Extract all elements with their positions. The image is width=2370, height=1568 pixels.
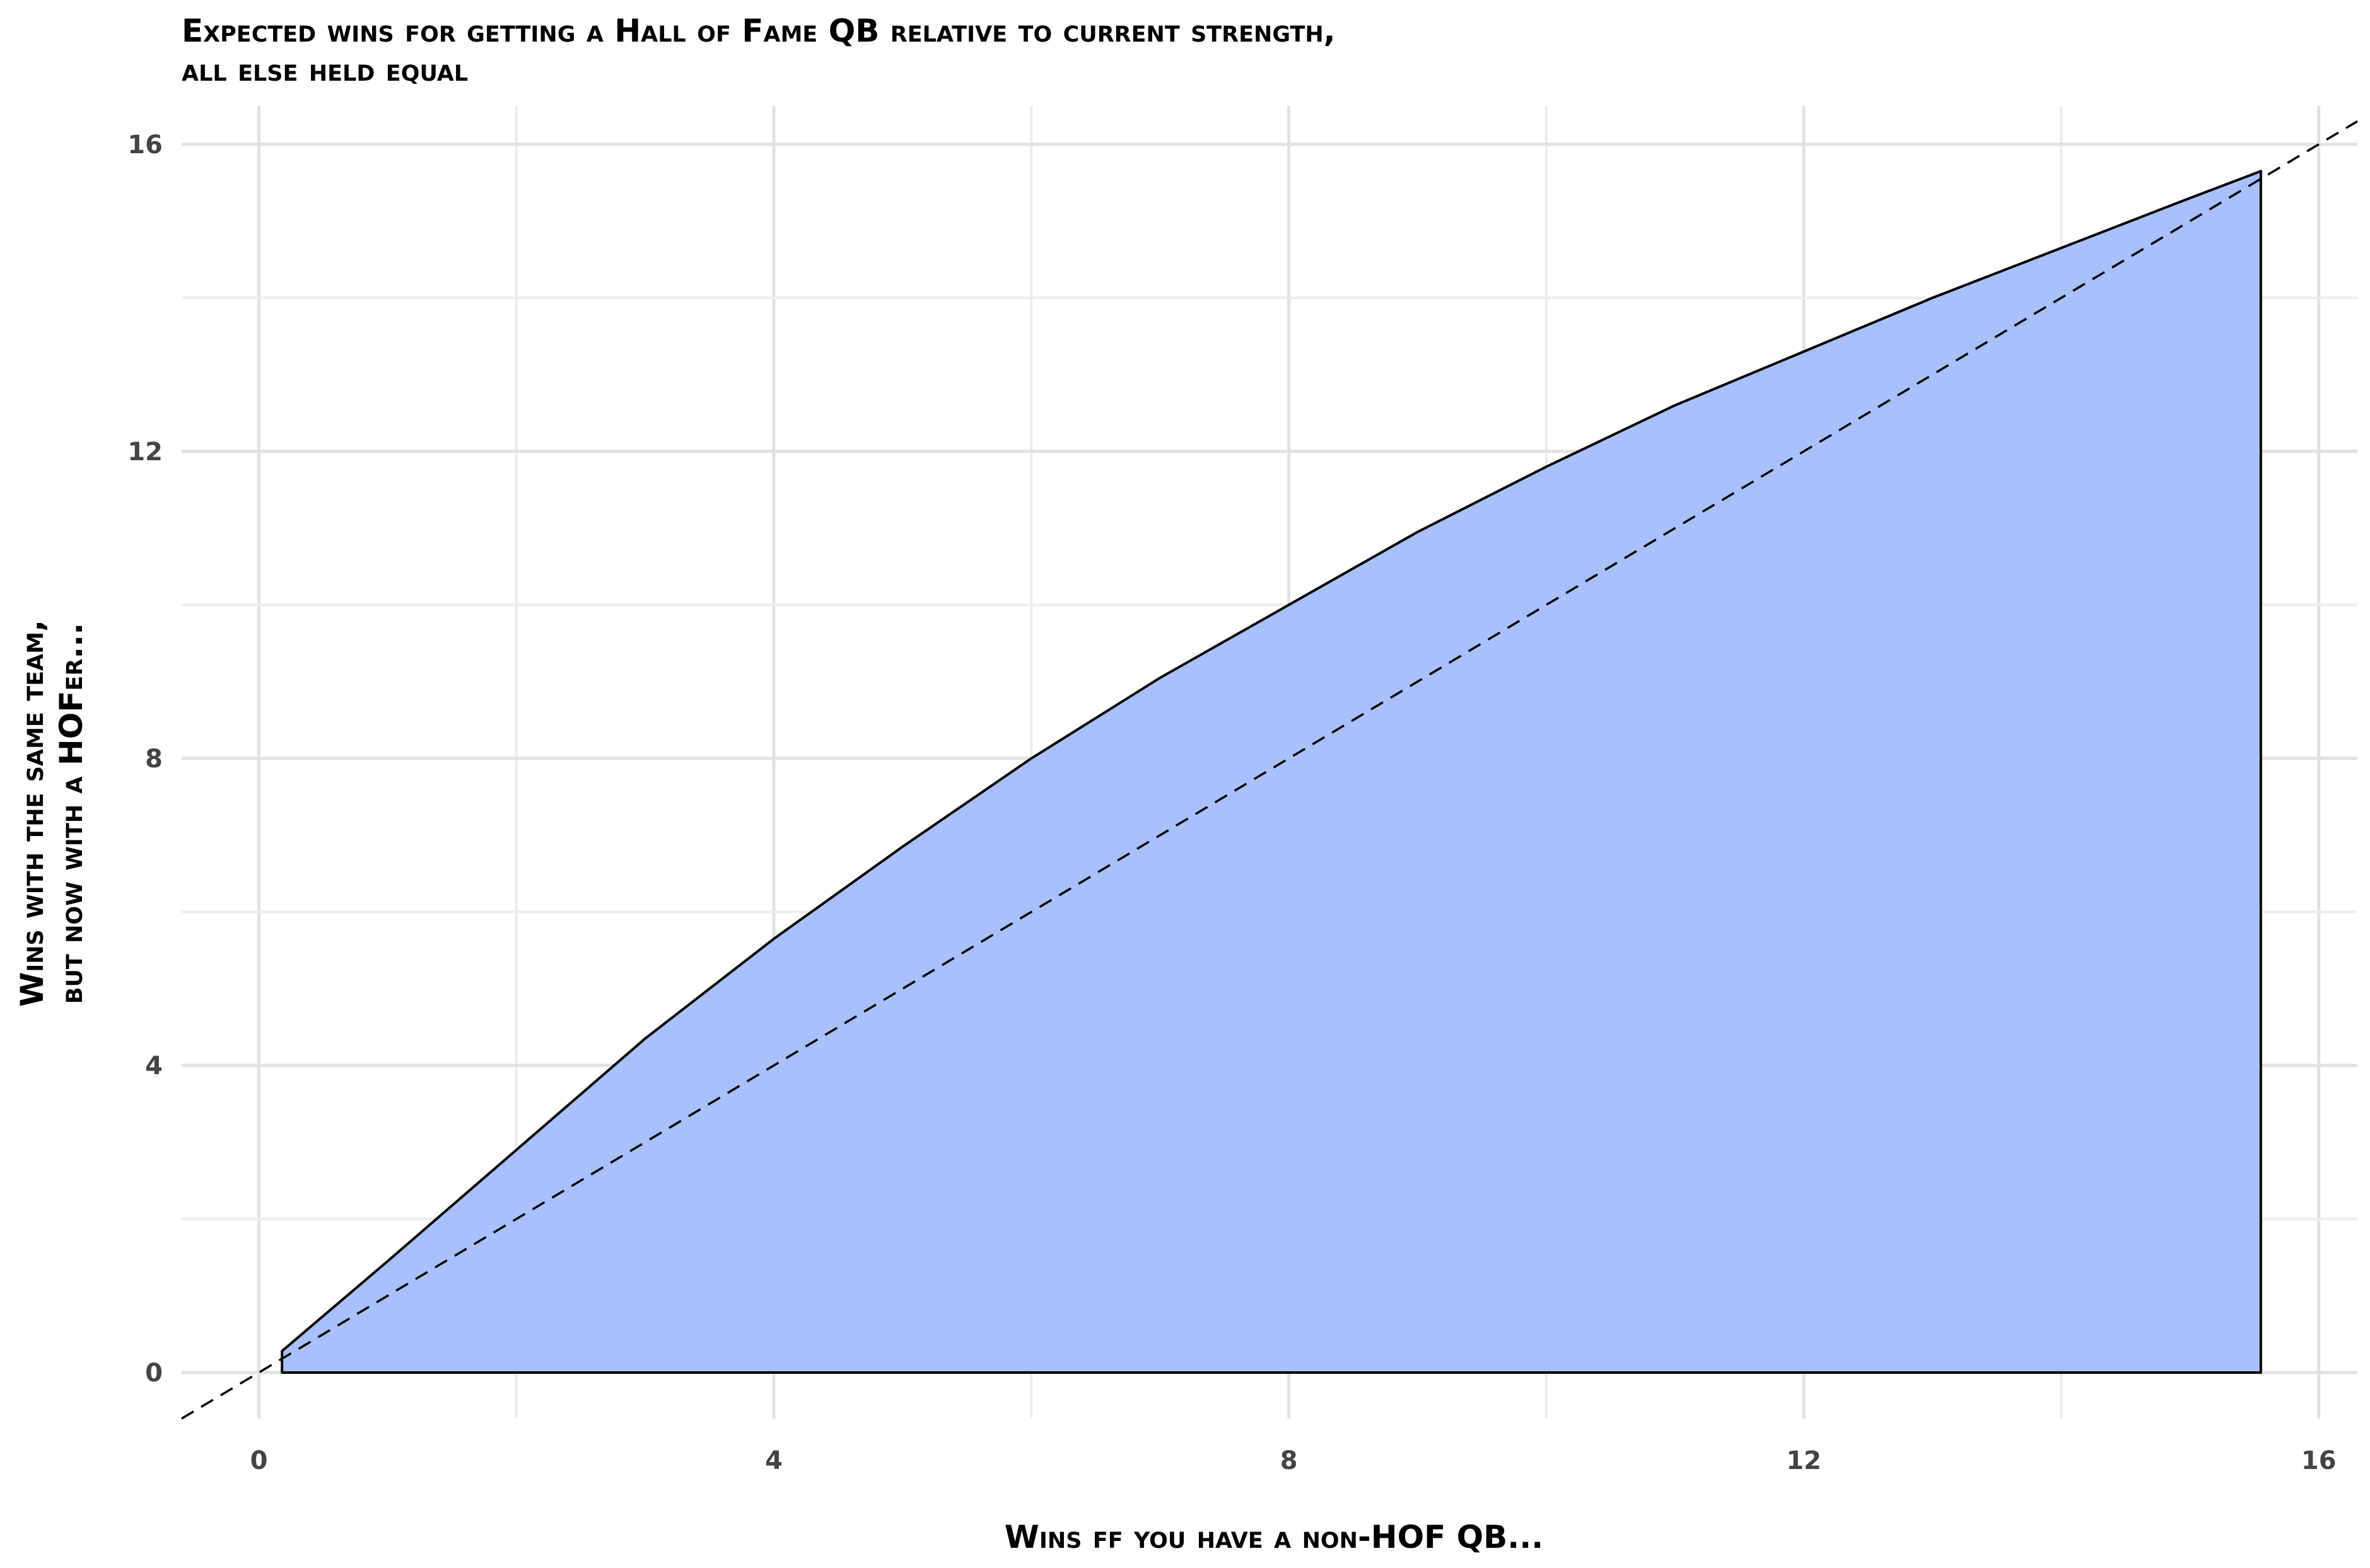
y-tick-label: 0 bbox=[145, 1359, 163, 1388]
y-axis-title-line-1: Wins with the same team, bbox=[14, 620, 50, 1007]
x-tick-label: 0 bbox=[250, 1446, 268, 1475]
y-tick-label: 8 bbox=[145, 745, 163, 774]
chart-title-line-1: Expected wins for getting a Hall of Fame… bbox=[182, 13, 1336, 49]
x-tick-label: 12 bbox=[1786, 1446, 1821, 1475]
area-fill bbox=[281, 170, 2262, 1374]
y-tick-label: 16 bbox=[127, 131, 163, 160]
x-tick-label: 4 bbox=[765, 1446, 783, 1475]
x-axis-title: Wins ff you have a non-HOF QB... bbox=[1005, 1519, 1544, 1555]
reference-line-layer bbox=[181, 120, 2358, 1420]
chart-title-line-2: all else held equal bbox=[182, 52, 468, 88]
x-tick-label: 16 bbox=[2301, 1446, 2337, 1475]
y-tick-label: 12 bbox=[127, 438, 163, 467]
area-series bbox=[281, 170, 2262, 1374]
y-axis-title-line-2: but now with a HOFer... bbox=[53, 623, 90, 1004]
x-tick-label: 8 bbox=[1280, 1446, 1298, 1475]
y-tick-label: 4 bbox=[145, 1052, 163, 1081]
reference-line bbox=[181, 120, 2358, 1420]
tick-labels: 0 4 8 12 16 0 4 8 12 16 bbox=[127, 131, 2336, 1475]
